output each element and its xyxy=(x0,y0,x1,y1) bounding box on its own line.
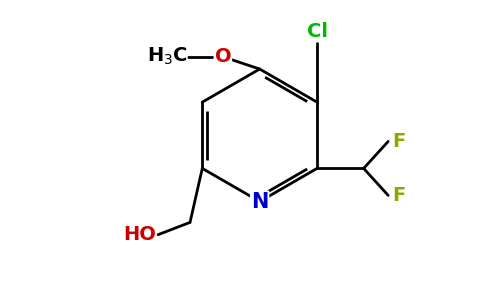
Text: N: N xyxy=(251,191,268,212)
Text: O: O xyxy=(214,47,231,66)
Text: F: F xyxy=(392,132,406,151)
Text: F: F xyxy=(392,186,406,205)
Text: Cl: Cl xyxy=(306,22,328,41)
Text: H$_3$C: H$_3$C xyxy=(147,46,187,68)
Text: HO: HO xyxy=(123,225,156,244)
